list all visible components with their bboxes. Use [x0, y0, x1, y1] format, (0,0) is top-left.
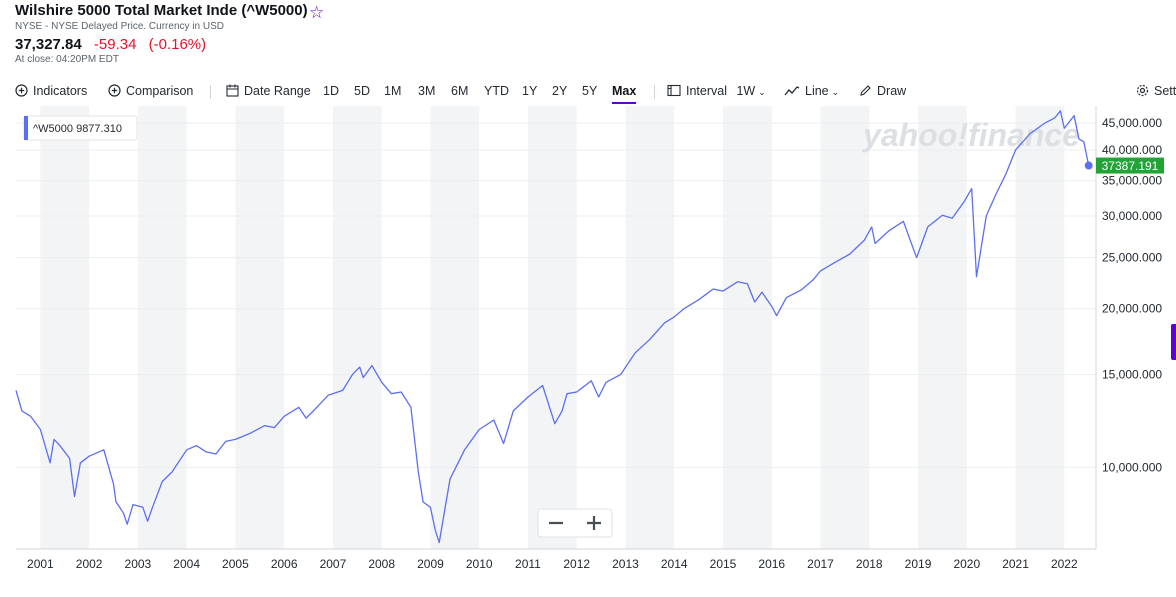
price-row: 37,327.84 -59.34 (-0.16%)	[15, 36, 214, 53]
indicators-button[interactable]: Indicators	[15, 84, 87, 98]
last-value-badge	[1096, 157, 1164, 174]
settings-label: Settings	[1154, 84, 1176, 98]
chart-type-button[interactable]: Line ⌄	[784, 84, 839, 98]
pencil-icon	[860, 85, 871, 96]
toolbar-divider	[654, 85, 655, 99]
interval-value: 1W	[736, 84, 756, 98]
range-1d[interactable]: 1D	[323, 84, 339, 98]
toolbar-divider	[210, 85, 211, 99]
series-line	[15, 110, 1090, 544]
y-tick-label: 30,000.000	[1102, 209, 1162, 223]
year-band	[722, 106, 772, 549]
gear-icon	[1136, 84, 1149, 97]
y-tick-label: 45,000.000	[1102, 116, 1162, 130]
interval-button[interactable]: Interval 1W ⌄	[667, 84, 766, 98]
x-tick-label: 2019	[905, 557, 932, 571]
date-range-button[interactable]: Date Range	[226, 84, 311, 98]
close-time: At close: 04:20PM EDT	[15, 54, 119, 65]
current-price: 37,327.84	[15, 36, 82, 53]
x-tick-label: 2010	[466, 557, 493, 571]
x-tick-label: 2003	[125, 557, 152, 571]
x-tick-label: 2007	[320, 557, 347, 571]
x-tick-label: 2012	[563, 557, 590, 571]
x-tick-label: 2008	[368, 557, 395, 571]
zoom-in-icon[interactable]	[587, 516, 601, 530]
x-tick-label: 2021	[1002, 557, 1029, 571]
x-tick-label: 2004	[173, 557, 200, 571]
x-tick-label: 2014	[661, 557, 688, 571]
date-range-label: Date Range	[244, 84, 311, 98]
plus-circle-icon	[15, 84, 28, 97]
range-6m[interactable]: 6M	[451, 84, 469, 98]
draw-button[interactable]: Draw	[859, 84, 906, 98]
watchlist-star-icon[interactable]: ☆	[309, 3, 325, 22]
price-change-percent: (-0.16%)	[148, 36, 207, 53]
x-tick-label: 2013	[612, 557, 639, 571]
range-ytd[interactable]: YTD	[484, 84, 509, 98]
y-tick-label: 25,000.000	[1102, 251, 1162, 265]
chart-area[interactable]: 10,000.000 15,000.000 20,000.000 25,000.000…	[0, 106, 1176, 582]
year-band	[918, 106, 967, 549]
legend-label: ^W5000 9877.310	[33, 123, 122, 135]
yahoo-finance-watermark: yahoo!finance	[861, 117, 1080, 153]
range-3m[interactable]: 3M	[418, 84, 436, 98]
zoom-controls[interactable]	[537, 508, 613, 538]
year-band	[40, 106, 90, 549]
interval-label: Interval	[686, 84, 727, 98]
x-tick-label: 2006	[271, 557, 298, 571]
x-tick-label: 2020	[953, 557, 980, 571]
y-tick-label: 10,000.000	[1102, 460, 1162, 474]
chevron-down-icon: ⌄	[831, 87, 840, 97]
x-tick-label: 2009	[417, 557, 444, 571]
y-tick-label: 20,000.000	[1102, 302, 1162, 316]
legend-swatch	[24, 116, 28, 140]
comparison-label: Comparison	[126, 84, 194, 98]
chevron-down-icon: ⌄	[758, 87, 766, 97]
last-point-marker	[1084, 161, 1093, 170]
range-max[interactable]: Max	[612, 84, 637, 104]
year-band	[430, 106, 480, 549]
side-panel-tab[interactable]	[1171, 324, 1176, 360]
plus-circle-icon	[108, 84, 121, 97]
x-tick-label: 2015	[710, 557, 737, 571]
chart-toolbar: Indicators Comparison Date Range 1D 5D 1…	[0, 80, 1176, 104]
page-title: Wilshire 5000 Total Market Inde (^W5000)	[15, 2, 308, 19]
year-band	[137, 106, 187, 549]
price-chart[interactable]: 10,000.000 15,000.000 20,000.000 25,000.000…	[0, 106, 1176, 582]
price-change: -59.34	[93, 36, 137, 53]
x-tick-label: 2011	[515, 557, 541, 571]
x-tick-label: 2022	[1051, 557, 1078, 571]
year-band	[820, 106, 870, 549]
x-tick-label: 2016	[758, 557, 785, 571]
comparison-button[interactable]: Comparison	[108, 84, 193, 98]
x-tick-label: 2017	[807, 557, 834, 571]
year-band	[527, 106, 577, 549]
last-value-label: 37387.191	[1102, 159, 1159, 173]
year-band	[332, 106, 382, 549]
x-tick-label: 2002	[76, 557, 103, 571]
range-1m[interactable]: 1M	[384, 84, 402, 98]
x-tick-label: 2001	[27, 557, 54, 571]
interval-icon	[667, 84, 681, 97]
settings-button[interactable]: Settings	[1136, 84, 1176, 98]
x-tick-label: 2005	[222, 557, 249, 571]
range-5d[interactable]: 5D	[354, 84, 370, 98]
calendar-icon	[226, 84, 239, 97]
year-band	[1015, 106, 1065, 549]
year-band	[235, 106, 285, 549]
y-tick-label: 15,000.000	[1102, 368, 1162, 382]
range-2y[interactable]: 2Y	[552, 84, 568, 98]
line-chart-icon	[784, 86, 800, 96]
draw-label: Draw	[877, 84, 907, 98]
exchange-subtitle: NYSE - NYSE Delayed Price. Currency in U…	[15, 21, 224, 32]
year-band	[625, 106, 675, 549]
indicators-label: Indicators	[33, 84, 88, 98]
range-5y[interactable]: 5Y	[582, 84, 598, 98]
x-tick-label: 2018	[856, 557, 883, 571]
chart-type-label: Line	[805, 84, 829, 98]
range-1y[interactable]: 1Y	[522, 84, 538, 98]
y-tick-label: 35,000.000	[1102, 174, 1162, 188]
y-tick-label: 40,000.000	[1102, 143, 1162, 157]
